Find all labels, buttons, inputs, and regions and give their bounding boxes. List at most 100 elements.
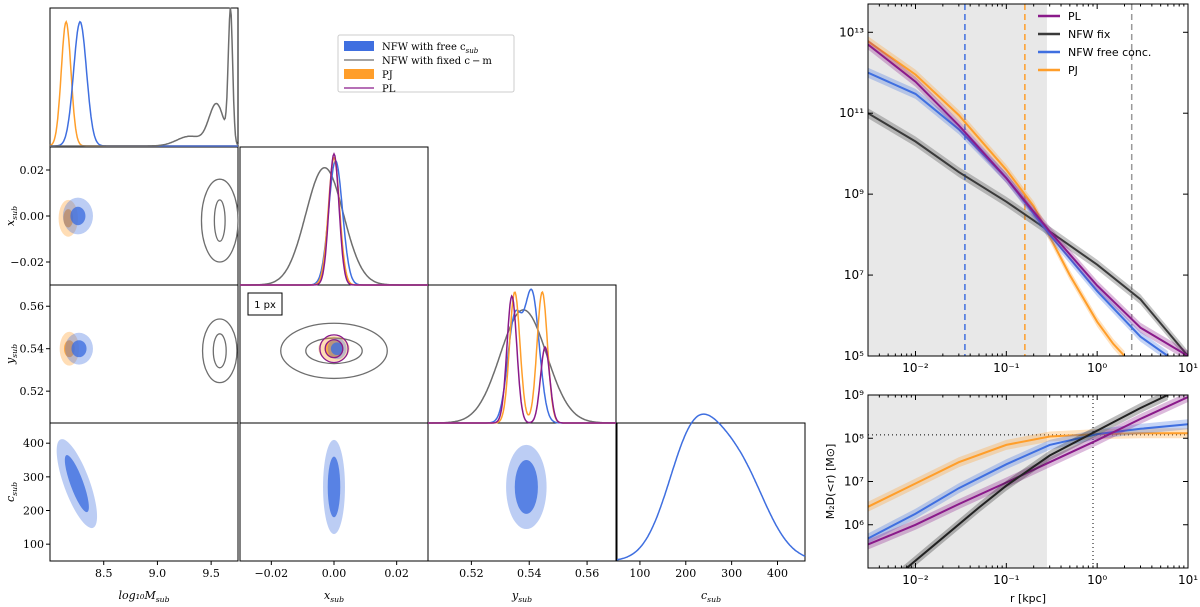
contour-r68-x-y-nfw-free bbox=[330, 342, 344, 356]
marginal-curve-c-nfw-free bbox=[616, 413, 806, 561]
x-tick-label: 10⁰ bbox=[1087, 361, 1107, 375]
x-tick-label: −0.02 bbox=[254, 567, 288, 580]
x-tick-label: 100 bbox=[629, 567, 650, 580]
y-tick-label: 0.02 bbox=[20, 164, 45, 177]
density-profile-chart: 10⁻² 10⁻¹ 10⁰ 10¹ 10⁵ 10⁷ 10⁹ 10¹¹ 10¹³ PL NFW fix… bbox=[839, 3, 1198, 375]
y-tick-label: 0.00 bbox=[20, 210, 45, 223]
y-tick-label: 100 bbox=[23, 538, 44, 551]
x-axis-label-log10M: log₁₀Msub bbox=[118, 589, 169, 604]
y-tick-label: 10¹¹ bbox=[839, 106, 864, 120]
legend-label-3: PL bbox=[382, 84, 396, 95]
series-nfw-free-conc- bbox=[868, 71, 1169, 356]
excluded-region bbox=[868, 395, 1047, 568]
y-tick-label: 400 bbox=[23, 437, 44, 450]
y-tick-label: 10¹³ bbox=[839, 25, 864, 39]
corner-panel-log10M-y: 0.52 0.54 0.56 ysub bbox=[4, 284, 239, 424]
x-tick-label: 200 bbox=[675, 567, 696, 580]
panel-frame bbox=[49, 422, 239, 562]
corner-panel-log10M-c: 8.5 9.0 9.5 log₁₀Msub 100 200 300 400 csub bbox=[4, 422, 239, 604]
x-tick-label: 0.00 bbox=[322, 567, 347, 580]
y-tick-label: 200 bbox=[23, 505, 44, 518]
y-tick-label: 10⁶ bbox=[844, 518, 864, 532]
corner-plot: −0.02 0.00 0.02 xsub 0.52 0.54 0.56 ysub 8.5 9.0 9… bbox=[4, 7, 806, 604]
x-tick-label: 10⁻² bbox=[902, 573, 929, 587]
band-nfw-free-conc- bbox=[868, 419, 1188, 544]
y-tick-label: 10⁷ bbox=[844, 475, 864, 489]
x-tick-label: 10⁻¹ bbox=[993, 573, 1020, 587]
x-tick-label: 8.5 bbox=[95, 567, 113, 580]
x-tick-label: 10¹ bbox=[1178, 361, 1198, 375]
y-tick-label: 10⁵ bbox=[844, 349, 864, 363]
marginal-curve-x-pj bbox=[240, 156, 428, 286]
y-tick-label: 10⁹ bbox=[844, 388, 864, 402]
y-tick-label: 10⁸ bbox=[844, 431, 864, 445]
series-pj bbox=[868, 432, 1188, 508]
contour-r68-log10M-y-nfw-fixed bbox=[212, 333, 227, 369]
contour-r68-log10M-x-nfw-free bbox=[70, 206, 86, 226]
contour-r68-log10M-c-nfw-free bbox=[64, 455, 89, 513]
series-nfw-free-conc- bbox=[868, 423, 1188, 540]
chart-legend: PL NFW fix NFW free conc. PJ bbox=[1038, 10, 1151, 77]
x-axis-label: r [kpc] bbox=[1010, 592, 1046, 605]
annotation-box bbox=[247, 292, 283, 316]
x-tick-label: 9.5 bbox=[202, 567, 220, 580]
x-axis-label-y: ysub bbox=[511, 589, 532, 604]
corner-panel-x-c: −0.02 0.00 0.02 xsub bbox=[239, 422, 429, 604]
legend-label-1: NFW with fixed c − m bbox=[382, 56, 492, 67]
x-tick-label: 9.0 bbox=[149, 567, 167, 580]
x-axis-label-c: csub bbox=[701, 589, 721, 604]
legend-label-2: PJ bbox=[382, 70, 393, 81]
contour-r95-log10M-x-nfw-fixed bbox=[200, 178, 239, 263]
axes-frame bbox=[867, 3, 1189, 357]
y-tick-label: 0.52 bbox=[20, 385, 45, 398]
y-axis-label-x: xsub bbox=[4, 206, 19, 226]
marginal-curve-y-nfw-fixed bbox=[428, 309, 616, 424]
x-tick-label: 400 bbox=[767, 567, 788, 580]
contour-r68-x-y-pl bbox=[324, 339, 344, 359]
x-tick-label: 10⁰ bbox=[1087, 573, 1107, 587]
legend-label-1: NFW fix bbox=[1068, 28, 1111, 41]
panel-frame bbox=[239, 146, 429, 286]
contour-r68-x-c-nfw-free bbox=[327, 456, 341, 518]
marginal-curve-y-pl bbox=[428, 294, 616, 424]
x-tick-label: 0.56 bbox=[575, 567, 600, 580]
corner-panel-x-x bbox=[239, 146, 429, 286]
legend-label-0: PL bbox=[1068, 10, 1082, 23]
contour-r68-x-y-nfw-fixed bbox=[305, 337, 363, 365]
contour-r95-x-y-nfw-fixed bbox=[280, 322, 388, 380]
y-axis-label-c: csub bbox=[4, 482, 19, 502]
marginal-curve-log10M-pj bbox=[49, 20, 238, 147]
legend-swatch bbox=[344, 69, 374, 79]
panel-frame bbox=[427, 284, 617, 424]
x-tick-label: 0.54 bbox=[517, 567, 542, 580]
plot-area bbox=[868, 4, 1188, 356]
legend-swatch bbox=[344, 41, 374, 51]
x-tick-label: 300 bbox=[721, 567, 742, 580]
y-axis-label: M₂D(<r) [M⊙] bbox=[824, 444, 837, 519]
y-axis-label-y: ysub bbox=[4, 344, 19, 365]
band-nfw-free-conc- bbox=[868, 67, 1168, 356]
series-nfw-fix bbox=[905, 395, 1169, 568]
corner-panel-y-c: 0.52 0.54 0.56 ysub bbox=[427, 422, 617, 604]
contour-r95-log10M-y-nfw-fixed bbox=[201, 318, 238, 384]
plot-area bbox=[868, 395, 1188, 568]
y-tick-label: 300 bbox=[23, 471, 44, 484]
panel-frame bbox=[427, 422, 617, 562]
legend-label-0: NFW with free csub bbox=[382, 42, 479, 55]
marginal-curve-x-pl bbox=[240, 152, 428, 286]
x-tick-label: 0.02 bbox=[384, 567, 409, 580]
y-tick-label: 10⁹ bbox=[844, 187, 864, 201]
band-pl bbox=[868, 39, 1188, 356]
panel-frame bbox=[616, 422, 806, 562]
series-pl bbox=[868, 43, 1188, 356]
corner-panel-y-y bbox=[427, 284, 617, 424]
y-tick-label: −0.02 bbox=[10, 256, 44, 269]
x-axis-label-x: xsub bbox=[324, 589, 344, 604]
legend-label-3: PJ bbox=[1068, 64, 1078, 77]
contour-r68-y-c-nfw-free bbox=[514, 460, 538, 514]
x-tick-label: 0.52 bbox=[459, 567, 484, 580]
x-tick-label: 10¹ bbox=[1178, 573, 1198, 587]
contour-r68-log10M-y-nfw-free bbox=[71, 340, 87, 358]
